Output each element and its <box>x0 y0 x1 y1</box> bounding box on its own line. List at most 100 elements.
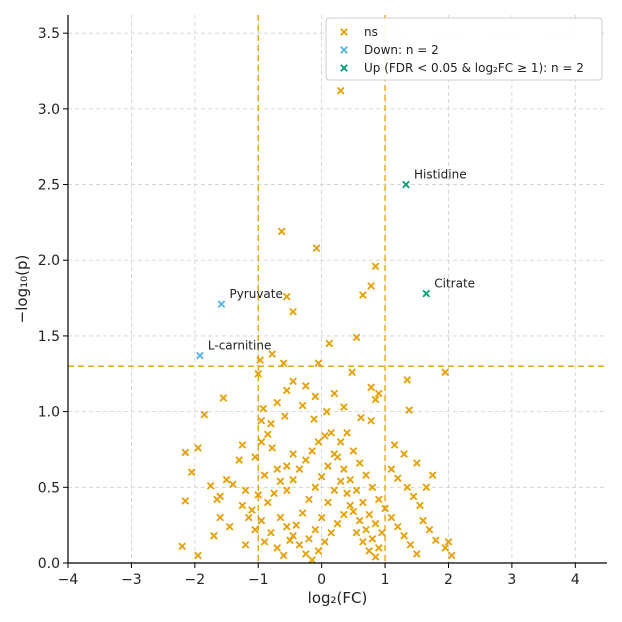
data-point <box>400 531 408 540</box>
data-point <box>263 430 272 439</box>
y-tick-label: 0.5 <box>38 480 60 496</box>
x-tick-label: 4 <box>571 572 580 588</box>
data-point <box>428 471 437 480</box>
data-point <box>393 522 402 531</box>
data-point <box>268 444 277 452</box>
data-point <box>362 471 370 480</box>
annotation-label: L-carnitine <box>208 339 271 353</box>
data-point <box>238 501 247 510</box>
data-points <box>178 86 456 564</box>
data-point <box>362 525 370 534</box>
data-point <box>371 395 380 404</box>
data-point <box>279 551 288 560</box>
data-point <box>263 498 272 507</box>
data-point <box>196 351 204 360</box>
data-point <box>292 521 301 529</box>
data-point <box>359 498 367 507</box>
data-point <box>340 403 348 411</box>
data-point <box>406 540 415 549</box>
data-point <box>308 556 316 564</box>
x-tick-label: −1 <box>248 572 269 588</box>
data-point <box>282 292 291 301</box>
data-point <box>225 522 234 531</box>
data-point <box>371 553 380 561</box>
data-point <box>241 486 250 495</box>
data-point <box>412 459 421 467</box>
data-point <box>282 462 291 470</box>
data-point <box>368 534 377 543</box>
data-point <box>325 339 334 348</box>
data-point <box>305 534 313 543</box>
legend-box <box>325 17 603 81</box>
data-point <box>422 483 431 492</box>
data-point <box>447 551 456 560</box>
data-point <box>381 504 389 513</box>
legend-marker <box>340 64 348 72</box>
data-point <box>257 416 266 425</box>
annotation-label: Histidine <box>414 168 467 182</box>
data-point <box>367 416 375 425</box>
annotation-label: Pyruvate <box>229 287 282 301</box>
data-point <box>320 432 329 440</box>
data-point <box>311 525 320 534</box>
data-point <box>403 483 412 492</box>
data-point <box>257 438 266 446</box>
data-point <box>422 289 431 298</box>
data-point <box>336 477 345 486</box>
x-axis-title: log₂(FC) <box>308 589 368 607</box>
data-point <box>308 447 316 455</box>
data-point <box>352 528 361 537</box>
data-point <box>282 386 291 395</box>
data-point <box>333 453 342 461</box>
data-point <box>367 383 375 392</box>
annotations: Histidine Citrate Pyruvate L-carnitine <box>208 168 475 353</box>
data-point <box>387 465 396 473</box>
data-point <box>267 419 275 428</box>
data-point <box>206 481 215 490</box>
annotation-label: Citrate <box>434 277 475 291</box>
data-point <box>333 519 342 528</box>
data-point <box>256 356 264 364</box>
data-point <box>276 513 285 522</box>
data-point <box>289 475 297 484</box>
data-point <box>409 492 418 501</box>
data-point <box>216 492 225 501</box>
data-point <box>248 506 256 514</box>
data-point <box>282 522 291 531</box>
data-point <box>359 537 367 546</box>
data-point <box>393 474 402 483</box>
data-point <box>314 547 323 555</box>
data-point <box>305 495 313 504</box>
data-point <box>327 528 335 537</box>
y-tick-label: 3.0 <box>38 102 60 118</box>
data-point <box>270 489 278 498</box>
data-point <box>441 368 450 377</box>
x-tick-label: −4 <box>58 572 79 588</box>
data-point <box>210 531 218 540</box>
data-point <box>317 472 326 481</box>
data-point <box>324 498 332 507</box>
data-point <box>219 394 228 402</box>
data-point <box>368 483 377 492</box>
data-point <box>238 441 247 449</box>
legend: ns Down: n = 2 Up (FDR < 0.05 & log₂FC ≥ 1… <box>325 17 603 81</box>
data-point <box>352 333 361 342</box>
data-point <box>217 300 226 308</box>
data-point <box>295 540 304 549</box>
data-point <box>419 516 427 525</box>
data-point <box>178 542 186 551</box>
data-point <box>352 486 361 495</box>
data-point <box>374 389 383 398</box>
data-point <box>311 392 320 401</box>
data-point <box>365 510 374 519</box>
data-point <box>286 536 294 545</box>
data-point <box>425 525 434 534</box>
data-point <box>273 465 282 473</box>
x-tick-label: 3 <box>507 572 516 588</box>
data-point <box>273 544 282 552</box>
data-point <box>260 471 269 480</box>
data-point <box>340 510 348 519</box>
data-point <box>295 465 304 473</box>
data-point <box>317 513 326 522</box>
